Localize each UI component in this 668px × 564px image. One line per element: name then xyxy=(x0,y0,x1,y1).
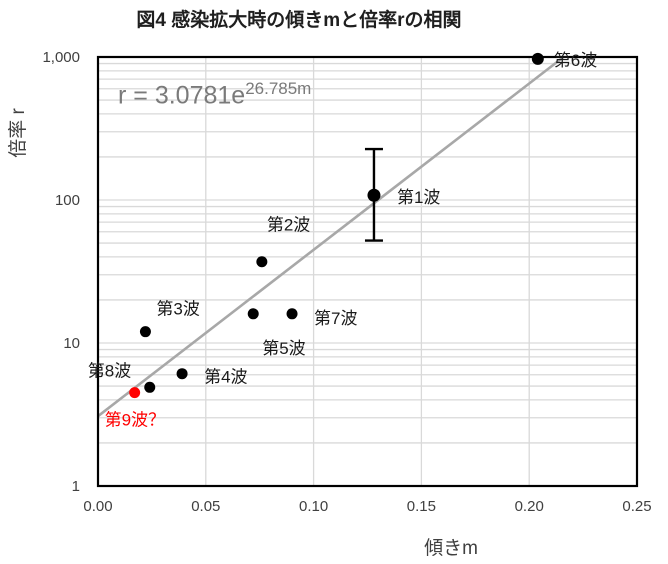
x-tick-label: 0.25 xyxy=(622,498,651,515)
y-tick-label: 100 xyxy=(55,192,80,209)
point-label-第9波？: 第9波？ xyxy=(105,411,165,430)
x-tick-label: 0.00 xyxy=(83,498,112,515)
data-point-第8波 xyxy=(144,381,156,393)
point-label-第5波: 第5波 xyxy=(262,339,305,358)
y-tick-label: 10 xyxy=(63,335,80,352)
y-tick-label: 1,000 xyxy=(42,49,80,66)
x-tick-label: 0.15 xyxy=(407,498,436,515)
data-point-第9波？ xyxy=(129,387,141,399)
data-point-第2波 xyxy=(256,256,268,268)
data-point-第5波 xyxy=(247,308,259,320)
point-label-第6波: 第6波 xyxy=(554,51,597,70)
data-point-第4波 xyxy=(176,368,188,380)
trend-line xyxy=(97,55,565,418)
y-tick-label: 1 xyxy=(72,478,80,495)
data-point-第6波 xyxy=(531,52,544,65)
point-label-第8波: 第8波 xyxy=(88,361,131,380)
x-tick-label: 0.10 xyxy=(299,498,328,515)
data-point-第3波 xyxy=(139,326,151,338)
data-point-第1波 xyxy=(367,188,381,202)
point-label-第2波: 第2波 xyxy=(267,216,310,235)
point-label-第7波: 第7波 xyxy=(314,309,357,328)
point-label-第3波: 第3波 xyxy=(156,300,199,319)
point-label-第1波: 第1波 xyxy=(397,188,440,207)
x-tick-label: 0.20 xyxy=(515,498,544,515)
data-point-第7波 xyxy=(286,308,298,320)
point-label-第4波: 第4波 xyxy=(204,368,247,387)
chart-title: 図4 感染拡大時の傾きmと倍率rの相関 xyxy=(136,10,462,31)
x-tick-label: 0.05 xyxy=(191,498,220,515)
plot-border xyxy=(96,55,639,488)
equation-exponent: 26.785m xyxy=(245,79,312,98)
trendline-equation: r = 3.0781e26.785m xyxy=(118,79,311,110)
x-axis-title: 傾きm xyxy=(424,538,478,559)
equation-base: r = 3.0781e xyxy=(118,81,246,110)
